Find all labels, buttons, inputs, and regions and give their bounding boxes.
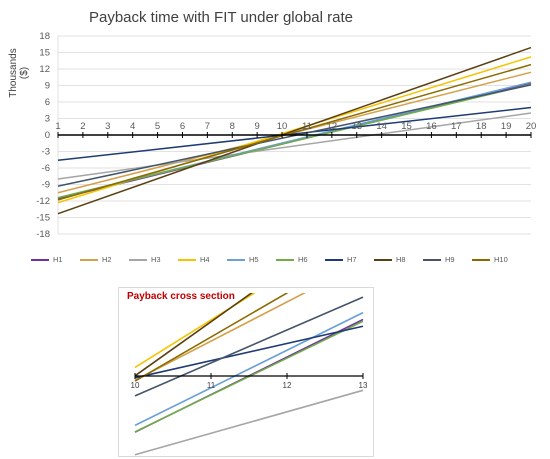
series-line-h7: [57, 106, 532, 162]
x-tick-label: 11: [302, 121, 312, 132]
y-tick-label: 3: [45, 114, 50, 125]
inset-series-lines: [134, 293, 364, 456]
legend-label: H4: [200, 255, 210, 264]
legend-label: H5: [249, 255, 259, 264]
inset-line-h7: [134, 325, 364, 379]
x-tick-label: 9: [255, 121, 260, 132]
legend-label: H2: [102, 255, 112, 264]
legend-swatch: [276, 259, 294, 262]
x-tick-label: 17: [451, 121, 462, 132]
series-lines: [57, 46, 532, 215]
legend-item-h6: H6: [276, 255, 308, 264]
inset-x-axis: [134, 373, 364, 379]
series-line-h3: [57, 112, 532, 180]
y-tick-label: 18: [39, 31, 50, 42]
x-tick-label: 3: [105, 121, 110, 132]
x-tick-label: 16: [426, 121, 437, 132]
inset-line-h5: [134, 311, 364, 427]
legend-item-h3: H3: [129, 255, 161, 264]
inset-x-tick-label: 10: [131, 381, 140, 390]
x-tick-label: 7: [205, 121, 210, 132]
y-tick-label: -6: [42, 163, 50, 174]
legend-swatch: [129, 259, 147, 262]
x-tick-label: 13: [351, 121, 362, 132]
y-tick-label: 6: [45, 97, 50, 108]
legend-label: H1: [53, 255, 63, 264]
inset-x-tick-label: 12: [283, 381, 292, 390]
x-tick-label: 18: [476, 121, 487, 132]
legend-item-h7: H7: [325, 255, 357, 264]
y-tick-label: 12: [39, 64, 50, 75]
series-line-h8: [57, 46, 532, 215]
legend-label: H8: [396, 255, 406, 264]
legend-item-h1: H1: [31, 255, 63, 264]
x-tick-label: 5: [155, 121, 160, 132]
legend-label: H3: [151, 255, 161, 264]
legend-swatch: [80, 259, 98, 262]
x-tick-label: 10: [277, 121, 288, 132]
legend-label: H7: [347, 255, 357, 264]
x-tick-label: 1: [55, 121, 60, 132]
legend-swatch: [178, 259, 196, 262]
series-line-h6: [57, 83, 532, 199]
main-chart: Payback time with FIT under global rate …: [1, 0, 546, 278]
y-tick-label: -18: [36, 229, 50, 240]
inset-x-tick-label: 11: [207, 381, 216, 390]
inset-chart: Payback cross section 10 11 12 13: [118, 287, 374, 457]
y-tick-label: -12: [36, 196, 50, 207]
x-tick-label: 12: [327, 121, 338, 132]
inset-line-h10: [134, 293, 289, 382]
y-tick-label: 9: [45, 81, 50, 92]
inset-line-h2: [134, 293, 307, 382]
legend-swatch: [374, 259, 392, 262]
legend-swatch: [423, 259, 441, 262]
x-tick-label: 6: [180, 121, 185, 132]
inset-line-h9: [134, 296, 364, 397]
chart-title: Payback time with FIT under global rate: [88, 9, 354, 26]
inset-line-h8: [134, 293, 253, 377]
inset-plot: 10 11 12 13: [131, 293, 368, 456]
y-tick-label: -9: [42, 180, 50, 191]
legend-swatch: [472, 259, 490, 262]
x-tick-label: 14: [376, 121, 387, 132]
legend-label: H6: [298, 255, 308, 264]
x-tick-label: 20: [526, 121, 537, 132]
legend-item-h5: H5: [227, 255, 259, 264]
x-tick-label: 4: [130, 121, 135, 132]
legend-item-h9: H9: [423, 255, 455, 264]
gridlines: [57, 35, 531, 235]
y-tick-label: 15: [39, 48, 50, 59]
series-line-h10: [57, 63, 532, 201]
inset-title: Payback cross section: [127, 291, 235, 302]
x-tick-label: 19: [501, 121, 512, 132]
y-tick-labels: 18 15 12 9 6 3 0 -3 -6 -9 -12 -15 -18: [36, 31, 50, 240]
inset-line-h3: [134, 389, 364, 456]
inset-x-tick-label: 13: [359, 381, 368, 390]
legend-label: H9: [445, 255, 455, 264]
legend-item-h4: H4: [178, 255, 210, 264]
x-axis: [57, 132, 532, 138]
y-tick-label: 0: [45, 130, 50, 141]
inset-x-tick-labels: 10 11 12 13: [131, 381, 368, 390]
legend: H1 H2 H3 H4 H5 H6 H7 H8 H9 H10: [31, 255, 531, 269]
x-tick-label: 8: [230, 121, 235, 132]
legend-item-h2: H2: [80, 255, 112, 264]
y-tick-label: -15: [36, 213, 50, 224]
legend-swatch: [227, 259, 245, 262]
x-tick-labels: 1 2 3 4 5 6 7 8 9 10 11 12 13 14 15 16 17 18 19 20: [55, 121, 536, 132]
legend-swatch: [325, 259, 343, 262]
legend-label: H10: [494, 255, 508, 264]
x-tick-label: 15: [401, 121, 412, 132]
x-tick-label: 2: [80, 121, 85, 132]
legend-item-h10: H10: [472, 255, 508, 264]
inset-line-h4: [134, 293, 256, 369]
y-tick-label: -3: [42, 147, 50, 158]
legend-swatch: [31, 259, 49, 262]
legend-item-h8: H8: [374, 255, 406, 264]
